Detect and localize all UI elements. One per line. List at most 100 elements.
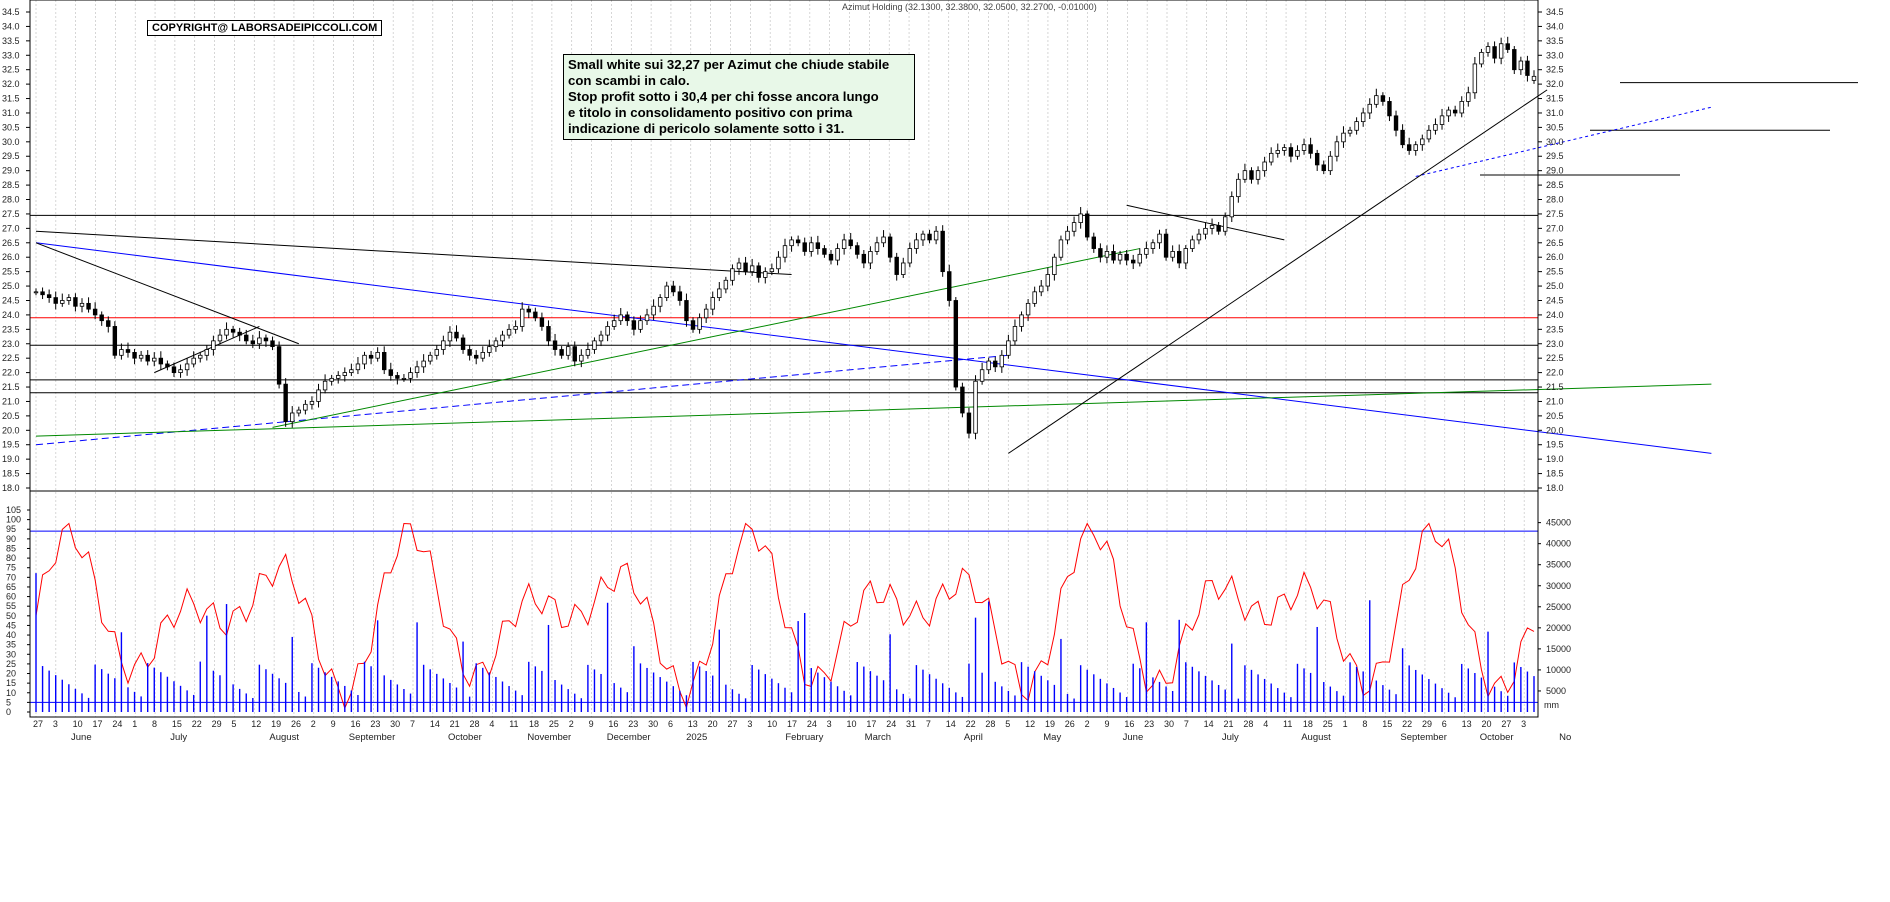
y-tick-label-right: 26.5	[1546, 238, 1564, 248]
y-tick-label-right: 18.5	[1546, 469, 1564, 479]
candle-body	[664, 285, 669, 299]
candle-body	[861, 253, 867, 264]
vol-tick-label: 25000	[1546, 602, 1571, 612]
osc-tick-label: 0	[6, 707, 11, 717]
x-tick-label: 24	[807, 719, 817, 729]
candle-body	[618, 314, 623, 322]
x-tick-label: 10	[767, 719, 777, 729]
x-tick-label: 18	[1303, 719, 1313, 729]
candle-body	[434, 349, 439, 356]
candle-body	[1518, 60, 1524, 71]
x-tick-label: 13	[1462, 719, 1472, 729]
candle-body	[1433, 124, 1438, 131]
candle-body	[447, 331, 453, 342]
candle-body	[1196, 233, 1202, 241]
candle-body	[1025, 302, 1031, 316]
candle-body	[1091, 236, 1096, 249]
candle-body	[460, 337, 466, 350]
y-tick-label-right: 23.0	[1546, 339, 1564, 349]
candle-body	[506, 328, 512, 336]
y-tick-label-left: 22.0	[2, 368, 20, 378]
month-label: June	[1123, 732, 1144, 743]
candle-body	[1111, 251, 1116, 261]
x-tick-label: 11	[1283, 719, 1292, 729]
y-tick-label-left: 27.5	[2, 209, 20, 219]
candle-body	[710, 297, 715, 310]
candle-body	[953, 300, 959, 388]
candle-body	[526, 308, 531, 313]
x-tick-label: 12	[1025, 719, 1035, 729]
x-tick-label: 24	[112, 719, 122, 729]
candle-body	[1183, 248, 1188, 264]
candle-body	[1525, 60, 1530, 76]
x-tick-label: 7	[926, 719, 931, 729]
y-tick-label-right: 25.5	[1546, 267, 1564, 277]
vol-tick-label: 5000	[1546, 686, 1566, 696]
y-tick-label-right: 19.0	[1546, 454, 1564, 464]
x-tick-label: 16	[608, 719, 618, 729]
candle-body	[638, 320, 643, 330]
candle-body	[1242, 170, 1248, 180]
candle-body	[66, 297, 72, 301]
month-label: September	[349, 732, 395, 743]
x-tick-label: 1	[1343, 719, 1348, 729]
candle-body	[1177, 251, 1182, 264]
x-tick-label: 5	[231, 719, 236, 729]
vol-tick-label: 35000	[1546, 560, 1571, 570]
candle-body	[1446, 109, 1451, 117]
month-label: July	[170, 732, 187, 743]
candle-body	[500, 334, 505, 342]
candle-body	[112, 326, 118, 356]
x-tick-label: 3	[1521, 719, 1526, 729]
candle-body	[1006, 340, 1011, 356]
y-tick-label-left: 29.0	[2, 166, 20, 176]
y-tick-label-left: 28.0	[2, 195, 20, 205]
y-tick-label-left: 21.5	[2, 382, 20, 392]
candle-body	[33, 291, 39, 294]
candle-body	[887, 236, 893, 258]
candle-body	[60, 300, 65, 304]
candle-body	[217, 334, 223, 342]
candle-body	[907, 248, 913, 264]
candle-body	[789, 239, 794, 247]
osc-tick-label: 40	[6, 630, 16, 640]
month-label: April	[964, 732, 983, 743]
candle-body	[1157, 233, 1162, 244]
candle-body	[454, 331, 459, 339]
y-tick-label-right: 19.5	[1546, 440, 1564, 450]
y-tick-label-left: 18.5	[2, 469, 20, 479]
candle-body	[414, 366, 420, 374]
y-tick-label-right: 31.5	[1546, 94, 1564, 104]
x-tick-label: 27	[1501, 719, 1511, 729]
candle-body	[546, 326, 551, 342]
month-label: No	[1559, 732, 1571, 743]
x-tick-label: 25	[549, 719, 559, 729]
y-tick-label-right: 18.0	[1546, 483, 1564, 493]
candle-body	[1012, 326, 1018, 342]
y-tick-label-left: 28.5	[2, 180, 20, 190]
y-tick-label-left: 23.0	[2, 339, 20, 349]
month-label: December	[607, 732, 651, 743]
candle-body	[1420, 138, 1425, 146]
annotation-line: Small white sui 32,27 per Azimut che chi…	[568, 57, 890, 72]
month-label: August	[1301, 732, 1331, 743]
vol-tick-label: 10000	[1546, 665, 1571, 675]
y-tick-label-right: 22.0	[1546, 368, 1564, 378]
candle-body	[145, 354, 150, 362]
candle-body	[1426, 129, 1432, 140]
candle-body	[519, 308, 525, 327]
month-label: October	[1480, 732, 1514, 743]
x-tick-label: 6	[1442, 719, 1447, 729]
osc-tick-label: 35	[6, 640, 16, 650]
candle-body	[290, 412, 295, 423]
candle-body	[1360, 112, 1366, 123]
candle-body	[644, 314, 650, 322]
x-tick-label: 16	[1124, 719, 1134, 729]
x-tick-label: 19	[1045, 719, 1055, 729]
candle-body	[703, 308, 709, 319]
x-tick-label: 20	[1481, 719, 1491, 729]
candle-body	[171, 366, 177, 374]
y-tick-label-right: 27.0	[1546, 223, 1564, 233]
horizontal-levels	[30, 82, 1858, 703]
candle-body	[1019, 314, 1024, 327]
